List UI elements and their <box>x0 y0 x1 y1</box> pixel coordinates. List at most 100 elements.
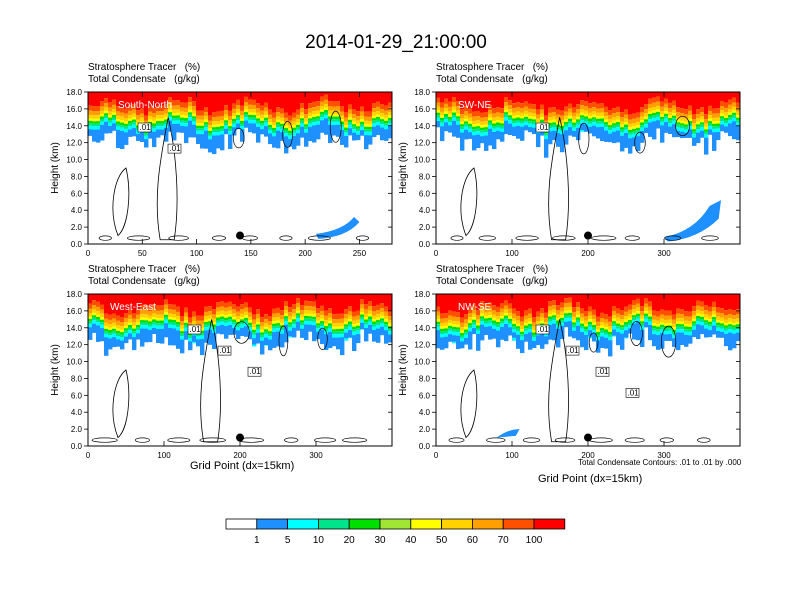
tracer-cell <box>172 113 177 116</box>
tracer-cell <box>616 116 621 120</box>
tracer-cell <box>736 321 741 325</box>
colorbar-label: 5 <box>285 535 291 546</box>
tracer-cell <box>124 336 129 344</box>
tracer-cell <box>584 110 589 114</box>
tracer-cell <box>388 320 393 324</box>
tracer-cell <box>720 294 725 309</box>
tracer-cell <box>108 115 113 118</box>
tracer-cell <box>216 325 221 334</box>
tracer-cell <box>340 331 345 334</box>
tracer-cell <box>352 311 357 317</box>
tracer-cell <box>352 326 357 330</box>
tracer-cell <box>180 117 185 121</box>
y-tick-label: 6.0 <box>419 189 431 198</box>
tracer-cell <box>368 126 373 130</box>
tracer-cell <box>264 314 269 320</box>
tracer-cell <box>112 328 117 332</box>
tracer-cell <box>576 311 581 315</box>
tracer-cell <box>364 313 369 317</box>
tracer-cell <box>280 327 285 331</box>
tracer-cell <box>132 318 137 323</box>
tracer-cell <box>296 298 301 304</box>
tracer-cell <box>464 338 469 345</box>
tracer-cell <box>156 123 161 127</box>
tracer-cell <box>636 127 641 131</box>
tracer-cell <box>496 330 501 348</box>
tracer-cell <box>572 319 577 323</box>
tracer-cell <box>696 121 701 125</box>
tracer-cell <box>96 325 101 342</box>
tracer-cell <box>684 294 689 312</box>
tracer-cell <box>672 323 677 328</box>
tracer-cell <box>116 336 121 343</box>
tracer-cell <box>200 115 205 120</box>
tracer-cell <box>604 329 609 332</box>
colorbar-label: 30 <box>374 535 386 546</box>
tracer-cell <box>372 329 377 342</box>
tracer-cell <box>492 123 497 126</box>
tracer-cell <box>244 326 249 337</box>
tracer-cell <box>500 318 505 322</box>
tracer-cell <box>632 113 637 119</box>
tracer-cell <box>328 101 333 107</box>
tracer-cell <box>368 313 373 317</box>
tracer-cell <box>592 319 597 323</box>
tracer-cell <box>648 92 653 99</box>
tracer-cell <box>132 119 137 123</box>
tracer-cell <box>96 121 101 124</box>
condensate-contour <box>167 437 191 443</box>
tracer-cell <box>584 118 589 122</box>
tracer-cell <box>116 129 121 149</box>
tracer-cell <box>472 135 477 151</box>
tracer-cell <box>436 112 441 116</box>
tracer-cell <box>584 324 589 327</box>
tracer-cell <box>276 312 281 318</box>
tracer-cell <box>712 319 717 323</box>
tracer-cell <box>500 303 505 309</box>
condensate-contour <box>624 437 645 443</box>
tracer-cell <box>524 125 529 131</box>
tracer-cell <box>260 294 265 318</box>
tracer-cell <box>140 320 145 323</box>
tracer-cell <box>224 122 229 126</box>
tracer-cell <box>656 111 661 115</box>
tracer-cell <box>668 126 673 134</box>
tracer-cell <box>96 118 101 122</box>
tracer-cell <box>560 120 565 124</box>
tracer-cell <box>324 315 329 320</box>
tracer-cell <box>608 119 613 123</box>
tracer-cell <box>468 294 473 308</box>
tracer-cell <box>496 316 501 320</box>
tracer-cell <box>460 92 465 109</box>
tracer-cell <box>712 317 717 320</box>
tracer-cell <box>484 308 489 313</box>
tracer-cell <box>388 115 393 118</box>
tracer-cell <box>616 122 621 125</box>
tracer-cell <box>108 111 113 116</box>
tracer-cell <box>208 133 213 136</box>
tracer-cell <box>596 108 601 113</box>
tracer-cell <box>528 108 533 113</box>
tracer-cell <box>612 321 617 324</box>
tracer-cell <box>256 332 261 344</box>
tracer-cell <box>456 110 461 114</box>
condensate-contour <box>284 437 299 443</box>
tracer-cell <box>708 306 713 312</box>
tracer-cell <box>548 301 553 307</box>
tracer-cell <box>508 308 513 313</box>
tracer-cell <box>380 318 385 321</box>
y-tick-label: 14.0 <box>414 324 430 333</box>
tracer-cell <box>520 316 525 322</box>
tracer-cell <box>296 133 301 146</box>
tracer-cell <box>676 122 681 125</box>
tracer-cell <box>532 340 537 348</box>
tracer-cell <box>244 92 249 97</box>
tracer-cell <box>692 306 697 312</box>
colorbar-swatch <box>471 518 504 530</box>
tracer-cell <box>112 313 117 319</box>
tracer-cell <box>252 323 257 328</box>
tracer-cell <box>708 319 713 322</box>
tracer-cell <box>700 325 705 335</box>
tracer-cell <box>556 320 561 323</box>
condensate-contour <box>591 235 617 241</box>
